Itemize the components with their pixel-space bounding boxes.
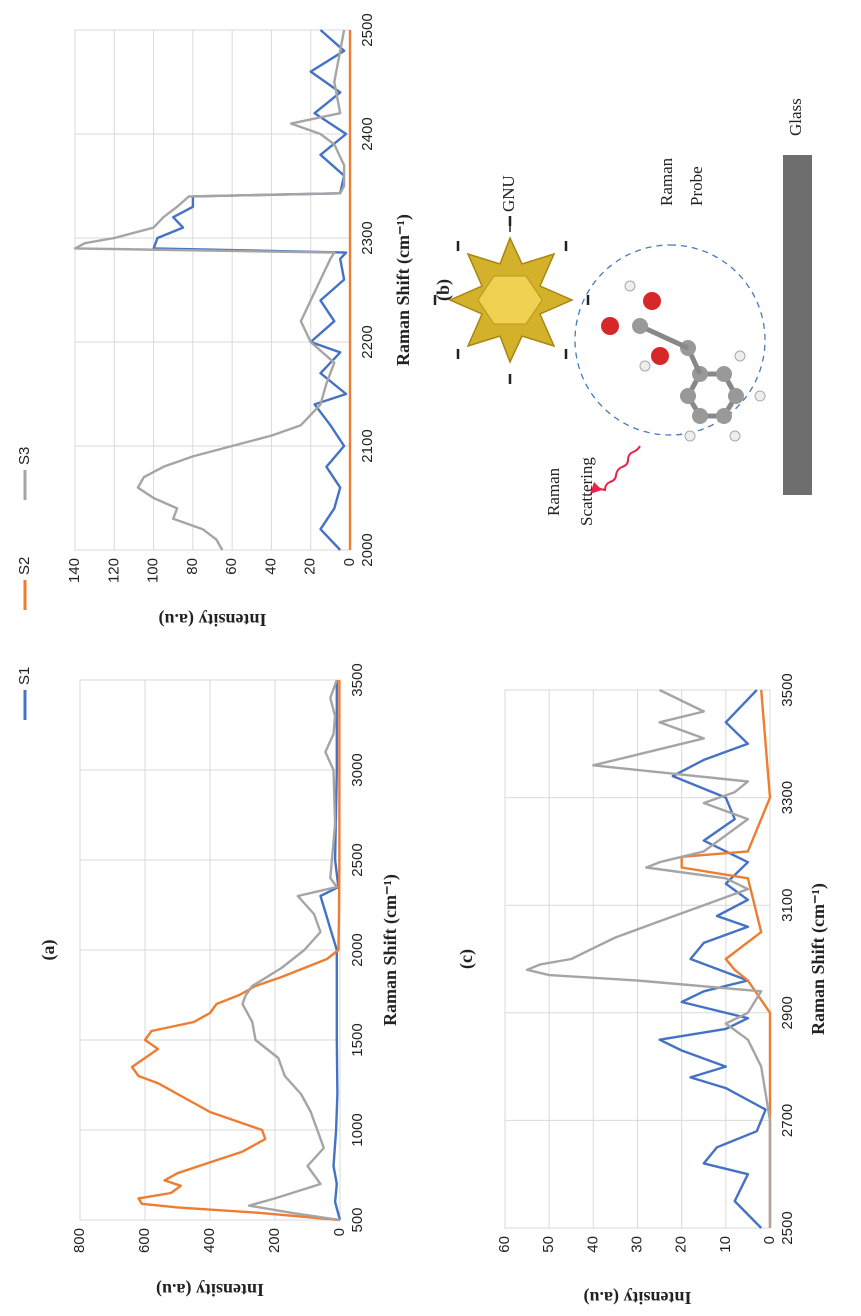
x-tick-label: 2500 (349, 843, 366, 876)
x-tick-label: 2300 (359, 221, 376, 254)
x-tick-label: 3500 (779, 673, 796, 706)
y-tick-label: 400 (201, 1228, 218, 1253)
gold-nanoparticle (435, 216, 588, 384)
scattering-wave (596, 446, 640, 490)
scattering-label-2: Scattering (577, 457, 596, 526)
x-tick-label: 500 (349, 1207, 366, 1232)
legend-label: S2 (16, 557, 33, 575)
plot-frame (75, 30, 350, 550)
diagram: Glass Raman Probe (435, 98, 812, 526)
y-tick-label: 600 (136, 1228, 153, 1253)
probe-label-2: Probe (687, 166, 706, 206)
y-tick-label: 0 (761, 1236, 778, 1244)
scattering-label-1: Raman (544, 467, 563, 516)
x-axis-title: Raman Shift (cm⁻¹) (808, 883, 829, 1035)
x-tick-label: 2500 (359, 13, 376, 46)
legend-label: S1 (16, 667, 33, 685)
glass-label: Glass (786, 98, 805, 136)
x-axis-title: Raman Shift (cm⁻¹) (380, 874, 401, 1026)
x-tick-label: 2100 (359, 429, 376, 462)
y-axis-title: Intensity (a.u) (156, 1279, 264, 1300)
series-line (154, 30, 347, 550)
x-tick-label: 2000 (349, 933, 366, 966)
y-tick-label: 50 (540, 1236, 557, 1253)
y-axis-title: Intensity (a.u) (583, 1287, 691, 1308)
x-tick-label: 2200 (359, 325, 376, 358)
legend-label: S3 (16, 447, 33, 465)
x-tick-label: 1000 (349, 1113, 366, 1146)
figure: Glass Raman Probe (0, 0, 861, 1316)
y-tick-label: 140 (66, 558, 83, 583)
y-tick-label: 200 (266, 1228, 283, 1253)
glass-substrate (783, 155, 812, 495)
y-tick-label: 60 (223, 558, 240, 575)
y-tick-label: 20 (673, 1236, 690, 1253)
x-tick-label: 3300 (779, 781, 796, 814)
particle-label: GNU (499, 175, 518, 212)
x-tick-label: 2700 (779, 1104, 796, 1137)
x-tick-label: 3100 (779, 889, 796, 922)
y-tick-label: 40 (262, 558, 279, 575)
chart-title: (b) (433, 279, 454, 301)
y-tick-label: 20 (302, 558, 319, 575)
x-tick-label: 2900 (779, 996, 796, 1029)
y-tick-label: 0 (331, 1228, 348, 1236)
page: {"chart_data": [ {"type": "line", "title… (0, 0, 861, 1316)
series-line (660, 690, 766, 1228)
series-line (527, 690, 770, 1228)
x-tick-label: 3500 (349, 663, 366, 696)
y-tick-label: 30 (628, 1236, 645, 1253)
x-axis-title: Raman Shift (cm⁻¹) (393, 214, 414, 366)
x-tick-label: 2000 (359, 533, 376, 566)
y-tick-label: 40 (584, 1236, 601, 1253)
y-tick-label: 800 (71, 1228, 88, 1253)
figure-canvas: Glass Raman Probe (0, 0, 861, 1316)
y-tick-label: 10 (717, 1236, 734, 1253)
y-tick-label: 120 (105, 558, 122, 583)
probe-label-1: Raman (657, 157, 676, 206)
x-tick-label: 2500 (779, 1211, 796, 1244)
y-tick-label: 60 (496, 1236, 513, 1253)
x-tick-label: 2400 (359, 117, 376, 150)
series-line (75, 30, 344, 550)
y-tick-label: 100 (145, 558, 162, 583)
y-tick-label: 0 (341, 558, 358, 566)
x-tick-label: 1500 (349, 1023, 366, 1056)
chart-title: (c) (456, 949, 477, 969)
chart-title: (a) (38, 940, 59, 961)
x-tick-label: 3000 (349, 753, 366, 786)
molecule (601, 281, 765, 441)
y-tick-label: 80 (184, 558, 201, 575)
y-axis-title: Intensity (a.u) (158, 609, 266, 630)
